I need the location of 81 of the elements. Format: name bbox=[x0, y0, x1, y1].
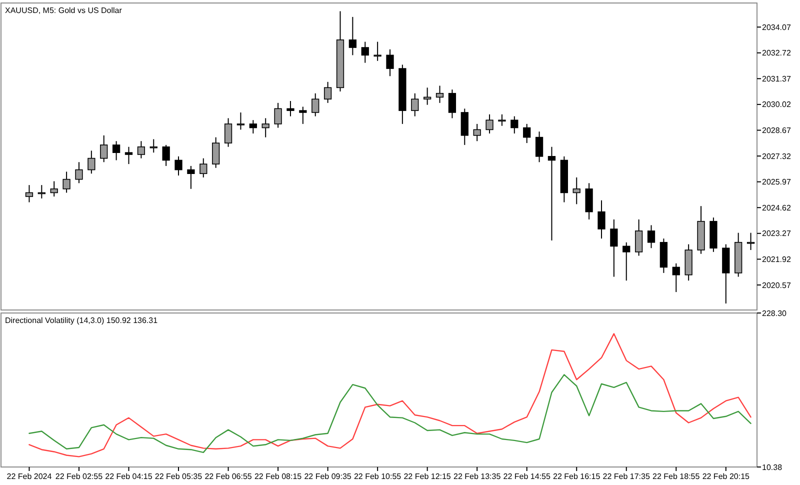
line-series bbox=[28, 333, 752, 458]
y-tick-label: 10.38 bbox=[762, 462, 783, 472]
candlestick bbox=[200, 158, 208, 178]
y-tick-label: 2027.32 bbox=[762, 152, 792, 161]
candlestick bbox=[236, 112, 245, 130]
candlestick bbox=[299, 106, 307, 124]
y-tick-label: 2023.27 bbox=[762, 229, 792, 238]
candlestick bbox=[548, 146, 556, 241]
candlestick bbox=[572, 176, 580, 205]
x-tick-label: 22 Feb 10:55 bbox=[354, 472, 402, 481]
y-tick-label: 2021.92 bbox=[762, 254, 792, 264]
candlestick bbox=[50, 180, 58, 198]
candlestick bbox=[535, 131, 544, 163]
y-tick-label: 2024.62 bbox=[762, 203, 792, 212]
candlestick bbox=[585, 182, 593, 220]
candlestick bbox=[162, 144, 170, 166]
candlestick bbox=[498, 114, 506, 126]
candlestick bbox=[610, 218, 618, 278]
y-tick-label: 2031.37 bbox=[762, 74, 792, 84]
x-tick-label: 22 Feb 20:15 bbox=[702, 472, 750, 481]
chart-title: XAUUSD, M5: Gold vs US Dollar bbox=[5, 6, 122, 15]
x-tick-label: 22 Feb 12:15 bbox=[404, 472, 452, 481]
x-tick-label: 22 Feb 2024 bbox=[6, 472, 52, 481]
candlestick bbox=[348, 16, 356, 56]
candlestick bbox=[523, 123, 531, 144]
x-tick-label: 22 Feb 17:35 bbox=[602, 472, 650, 481]
x-tick-label: 22 Feb 04:15 bbox=[105, 472, 153, 481]
candlestick bbox=[100, 134, 108, 163]
candlestick bbox=[634, 218, 643, 256]
y-tick-label: 2030.02 bbox=[762, 100, 792, 110]
x-tick-label: 22 Feb 16:15 bbox=[553, 472, 601, 481]
line-series bbox=[28, 374, 752, 454]
x-tick-label: 22 Feb 02:55 bbox=[55, 472, 104, 481]
candlestick bbox=[312, 92, 320, 117]
candlestick bbox=[174, 156, 182, 176]
candlestick bbox=[448, 89, 456, 119]
candlestick bbox=[361, 41, 369, 64]
x-tick-label: 22 Feb 06:55 bbox=[204, 472, 252, 481]
candlestick bbox=[88, 150, 96, 174]
candlestick bbox=[75, 162, 83, 184]
candlestick bbox=[212, 136, 220, 168]
candlestick bbox=[424, 87, 432, 106]
candlestick bbox=[62, 171, 70, 194]
candlestick bbox=[249, 120, 257, 134]
candlestick bbox=[473, 123, 481, 142]
chart-title: Directional Volatility (14,3.0) 150.92 136.31 bbox=[5, 316, 158, 325]
candlestick bbox=[411, 92, 419, 117]
candlestick bbox=[187, 165, 195, 190]
candlestick bbox=[137, 140, 146, 159]
candlestick bbox=[746, 232, 755, 251]
candlestick bbox=[324, 81, 332, 104]
candlestick bbox=[460, 108, 468, 146]
x-tick-label: 22 Feb 13:35 bbox=[454, 472, 502, 481]
x-tick-label: 22 Feb 08:15 bbox=[254, 472, 302, 481]
candlestick bbox=[286, 100, 294, 117]
y-tick-label: 2028.67 bbox=[762, 126, 792, 136]
candlestick bbox=[124, 146, 133, 165]
candlestick bbox=[510, 116, 518, 134]
candlestick bbox=[274, 102, 282, 128]
candlestick bbox=[224, 118, 232, 148]
y-tick-label: 2020.57 bbox=[762, 280, 792, 290]
candlestick bbox=[486, 114, 494, 134]
x-tick-label: 22 Feb 18:55 bbox=[652, 472, 700, 481]
candlestick bbox=[112, 140, 120, 161]
y-tick-label: 2025.97 bbox=[762, 178, 792, 187]
x-tick-label: 22 Feb 14:55 bbox=[503, 472, 551, 481]
y-tick-label: 228.30 bbox=[762, 308, 788, 318]
candlestick bbox=[436, 85, 444, 104]
candlestick bbox=[386, 48, 394, 77]
candlestick bbox=[622, 242, 630, 282]
candlestick bbox=[25, 184, 34, 203]
x-tick-label: 22 Feb 09:35 bbox=[304, 472, 352, 481]
candlestick bbox=[647, 224, 656, 249]
y-tick-label: 2034.07 bbox=[762, 22, 792, 32]
x-tick-label: 22 Feb 05:35 bbox=[154, 472, 203, 481]
candlestick bbox=[374, 41, 382, 62]
candlestick bbox=[672, 262, 680, 293]
y-tick-label: 2032.72 bbox=[762, 48, 792, 58]
candlestick bbox=[598, 200, 606, 240]
candlestick bbox=[262, 118, 270, 138]
candlestick bbox=[150, 138, 158, 154]
